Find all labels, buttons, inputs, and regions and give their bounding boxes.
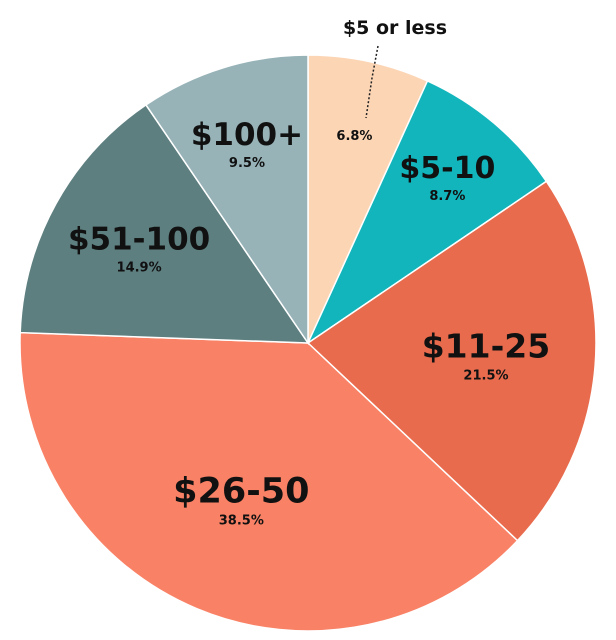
slice-label-5-10: $5-10 (399, 151, 495, 186)
slice-label-26-50: $26-50 (173, 471, 309, 511)
slice-label-11-25: $11-25 (422, 326, 551, 365)
pie-slices (19, 54, 597, 632)
slice-5-or-less (307, 54, 429, 344)
slice-percent-5-or-less: 6.8% (336, 129, 372, 144)
slice-5-10 (306, 79, 548, 346)
leader-line-5-or-less (365, 45, 379, 119)
slice-percent-26-50: 38.5% (219, 513, 264, 528)
slice-label-5-or-less: $5 or less (343, 17, 447, 39)
slice-percent-5-10: 8.7% (429, 189, 465, 204)
slice-label-100: $100+ (191, 117, 303, 153)
pie-labels: $5 or less 6.8% $5-10 8.7% $11-25 21.5% $26-50… (68, 17, 550, 528)
slice-label-51-100: $51-100 (68, 222, 210, 258)
slice-11-25 (306, 180, 597, 542)
slice-percent-51-100: 14.9% (117, 261, 162, 276)
slice-percent-11-25: 21.5% (463, 368, 508, 383)
slice-100 (144, 54, 309, 346)
slice-26-50 (19, 331, 519, 632)
slice-percent-100: 9.5% (229, 156, 265, 171)
slice-51-100 (19, 103, 310, 344)
